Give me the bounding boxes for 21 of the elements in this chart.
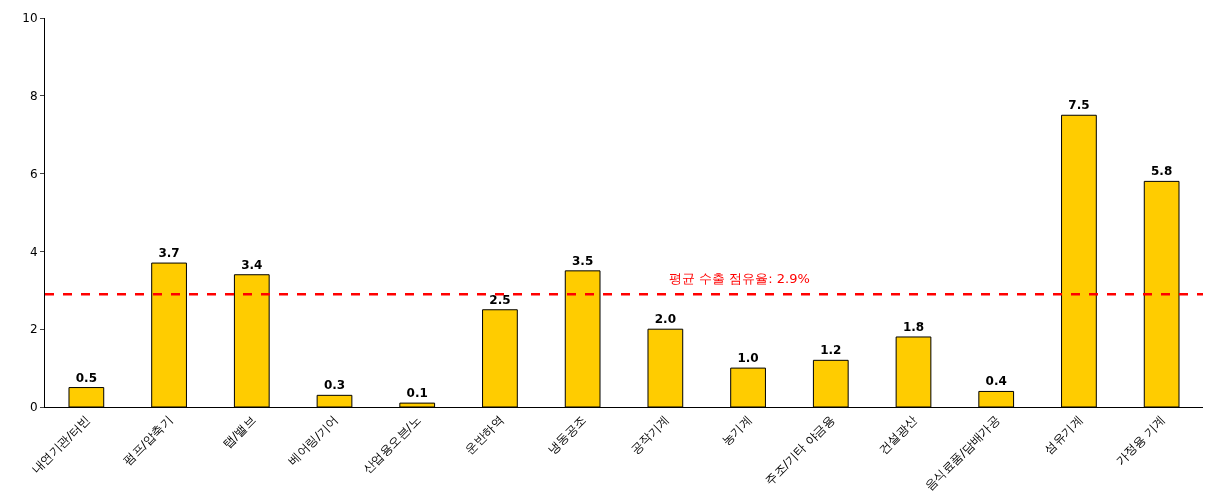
data-label: 0.4 bbox=[985, 374, 1007, 389]
data-label: 0.1 bbox=[406, 386, 428, 401]
data-label: 3.4 bbox=[241, 257, 263, 272]
y-tick-label: 10 bbox=[22, 11, 38, 26]
data-label: 0.5 bbox=[75, 370, 97, 385]
y-tick-label: 6 bbox=[29, 166, 38, 181]
y-tick-label: 4 bbox=[29, 244, 38, 259]
data-label: 1.8 bbox=[902, 319, 925, 334]
data-label: 1.0 bbox=[737, 351, 759, 366]
data-label: 2.0 bbox=[654, 312, 676, 327]
y-tick-label: 2 bbox=[29, 322, 38, 337]
y-tick-label: 0 bbox=[29, 400, 38, 415]
data-label: 7.5 bbox=[1068, 98, 1090, 113]
data-label: 3.7 bbox=[158, 246, 180, 261]
data-label: 2.5 bbox=[489, 292, 511, 307]
data-label: 1.2 bbox=[820, 343, 842, 358]
data-label: 3.5 bbox=[572, 253, 594, 268]
data-label: 5.8 bbox=[1151, 164, 1173, 179]
y-tick-label: 8 bbox=[29, 89, 38, 103]
ref-line-label: 평균 수출 점유율: 2.9% bbox=[669, 271, 810, 286]
data-label: 0.3 bbox=[323, 378, 346, 393]
